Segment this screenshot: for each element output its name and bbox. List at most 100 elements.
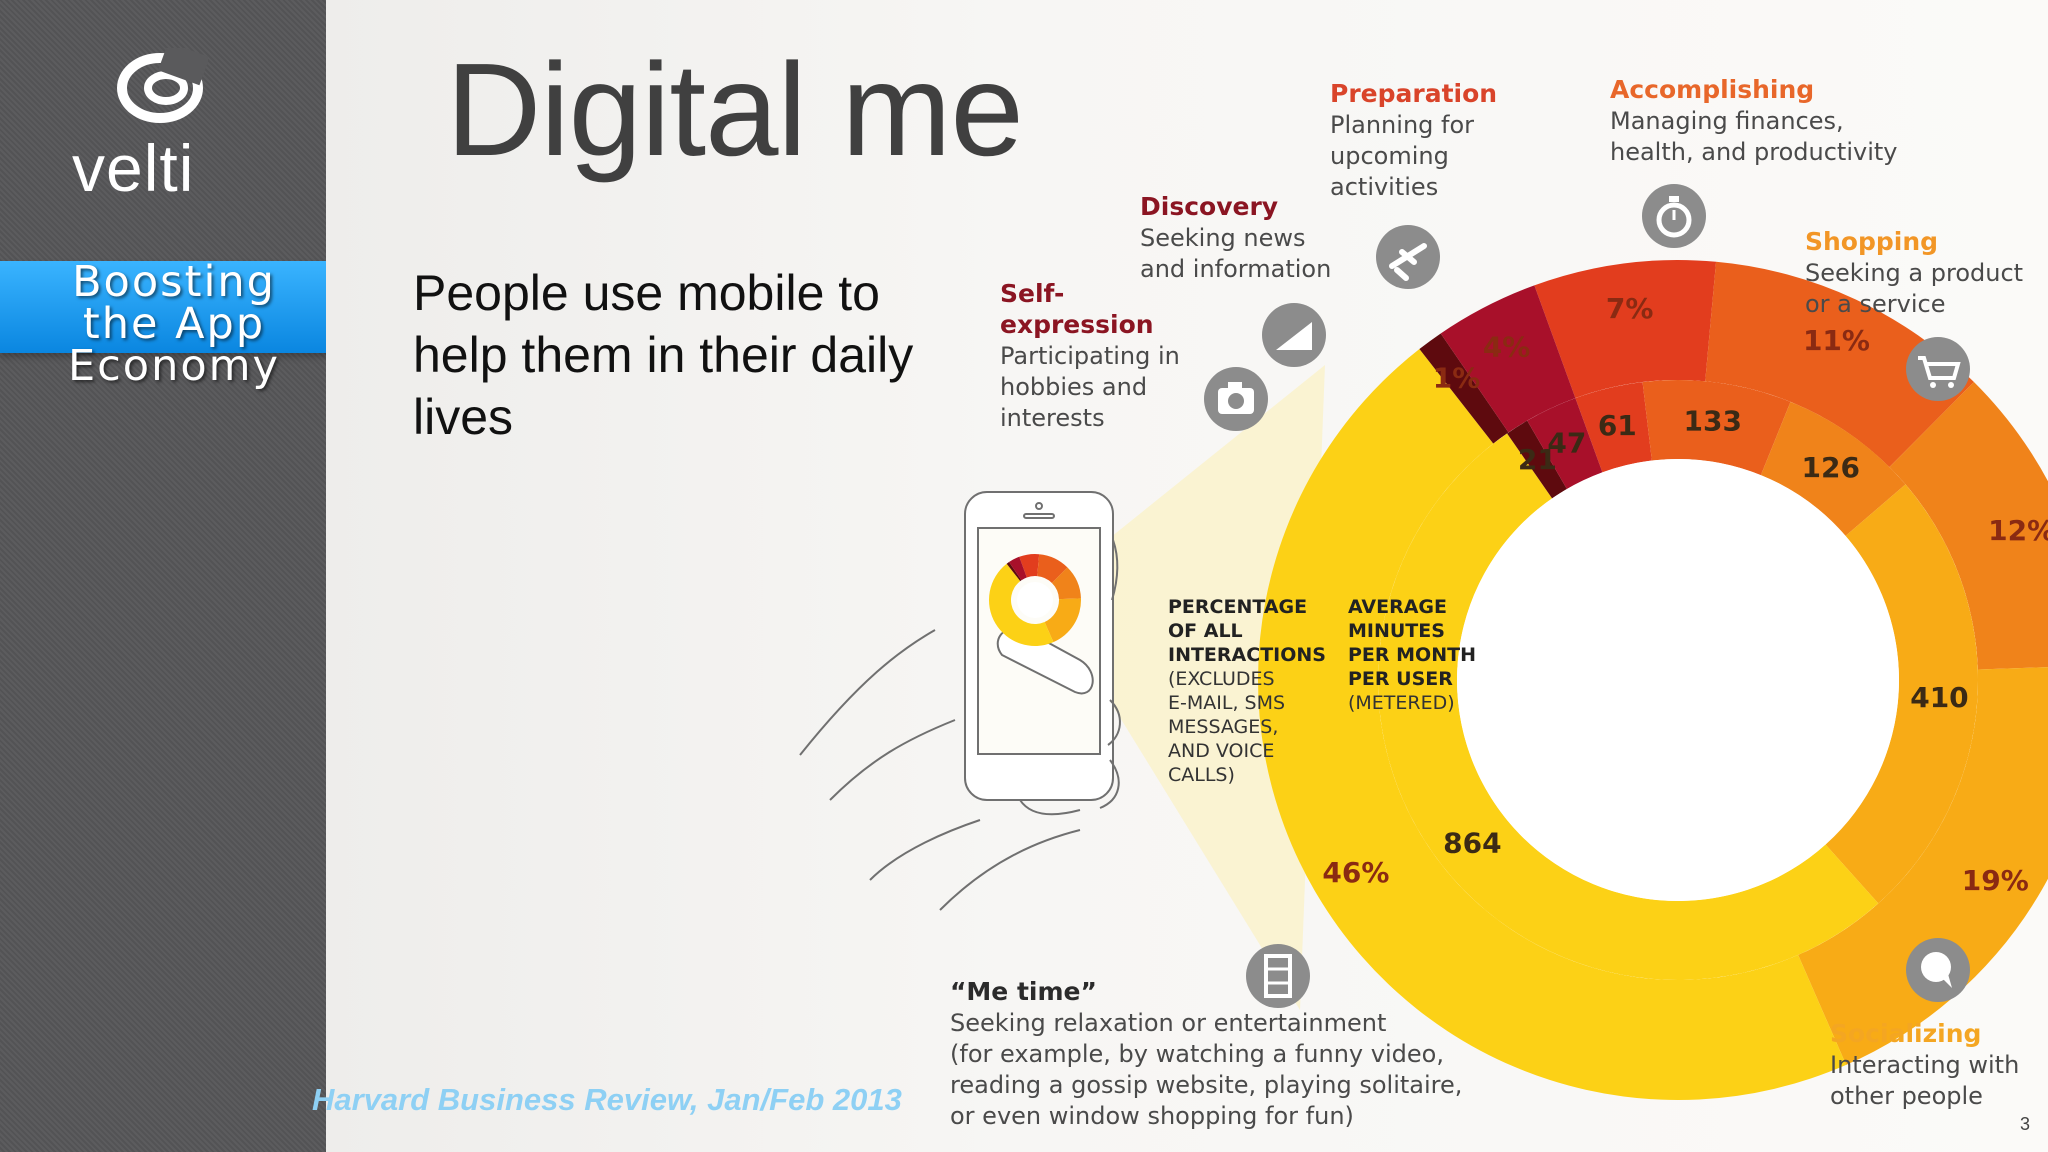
velti-logo-icon [117,48,208,123]
minutes-segment-2 [1760,401,1906,536]
phone-donut-segment-4 [989,563,1054,646]
category-title-3: Socializing [1830,1019,1981,1048]
slide-subtitle: People use mobile to help them in their … [413,265,914,445]
category-desc-4-1: (for example, by watching a funny video, [950,1040,1444,1068]
category-desc-6-0: Seeking news [1140,224,1306,252]
stopwatch-icon [1642,184,1706,248]
legend-outer-line-6: AND VOICE [1168,740,1274,762]
minutes-label-6: 47 [1547,427,1586,460]
category-title-2: Shopping [1805,227,1938,256]
minutes-segment-1 [1642,380,1791,476]
outer-ring [1258,260,2048,1100]
speech-bubble-icon [1906,938,1970,1002]
category-desc-4-2: reading a gossip website, playing solita… [950,1071,1462,1099]
cart-icon [1906,337,1970,401]
percent-segment-2 [1889,381,2048,670]
phone-donut-segment-0 [1019,554,1040,578]
category-desc-0-0: Planning for [1330,111,1474,139]
legend-outer-line-2: INTERACTIONS [1168,644,1326,666]
outer-legend: PERCENTAGE OF ALL INTERACTIONS (EXCLUDES E-M… [1168,596,1326,786]
camera-icon [1204,367,1268,431]
category-desc-4-0: Seeking relaxation or entertainment [950,1009,1386,1037]
minutes-label-4: 864 [1443,826,1501,859]
slide-title: Digital me [446,36,1024,183]
category-title-5: Self-expression [1000,279,1154,339]
percent-segment-1 [1705,261,1974,468]
minutes-label-3: 410 [1910,681,1968,714]
phone-donut-segment-3 [1044,598,1081,643]
category-desc-3-1: other people [1830,1082,1983,1110]
percent-label-2: 12% [1988,514,2048,547]
phone-donut-hole [1017,582,1053,618]
minutes-label-1: 133 [1684,404,1742,437]
ribbon-line-2: the App [82,299,266,349]
phone-donut-segment-1 [1037,554,1068,583]
inner-legend: AVERAGE MINUTES PER MONTH PER USER (METERED) [1348,596,1476,714]
legend-outer-line-0: PERCENTAGE [1168,596,1307,618]
legend-inner-line-2: PER MONTH [1348,644,1476,666]
ribbon-line-1: Boosting [72,257,276,307]
category-desc-4-3: or even window shopping for fun) [950,1102,1354,1130]
percent-segment-5 [1419,333,1509,444]
category-desc-1-0: Managing finances, [1610,107,1844,135]
category-desc-0-2: activities [1330,173,1438,201]
category-desc-2-1: or a service [1805,290,1945,318]
minutes-segment-6 [1527,398,1603,489]
source-citation: Harvard Business Review, Jan/Feb 2013 [312,1082,902,1117]
category-labels: Preparation Planning for upcoming activitie… [950,75,2023,1130]
percent-label-6: 4% [1483,330,1531,363]
percent-segment-6 [1440,285,1576,433]
phone-donut-segment-2 [1051,567,1081,600]
category-title-4: “Me time” [950,977,1097,1006]
percent-segment-3 [1798,667,2048,1065]
category-desc-6-1: and information [1140,255,1331,283]
minutes-segment-5 [1507,420,1567,499]
legend-inner-line-0: AVERAGE [1348,596,1447,618]
legend-outer-line-5: MESSAGES, [1168,716,1278,738]
category-desc-2-0: Seeking a product [1805,259,2023,287]
donut-hole [1457,459,1899,901]
category-title-6: Discovery [1140,192,1278,221]
legend-inner-line-3: PER USER [1348,668,1453,690]
legend-outer-line-4: E-MAIL, SMS [1168,692,1285,714]
phone-illustration [799,491,1121,911]
category-title-0: Preparation [1330,79,1497,108]
category-title-1: Accomplishing [1610,75,1814,104]
percent-segment-4 [1258,349,1847,1100]
minutes-label-0: 61 [1598,409,1637,442]
minutes-label-2: 126 [1802,451,1860,484]
category-desc-3-0: Interacting with [1830,1051,2019,1079]
legend-outer-line-1: OF ALL [1168,620,1243,642]
minutes-segment-0 [1575,382,1652,473]
brand-name: velti [72,131,195,205]
percent-label-0: 7% [1606,292,1654,325]
film-icon [1246,944,1310,1008]
category-desc-5-0: Participating in [1000,342,1180,370]
section-ribbon: Boosting the App Economy [0,257,356,388]
ribbon-line-3: Economy [67,341,280,391]
phone-donut-segment-5 [1006,562,1022,582]
minutes-segment-4 [1378,433,1879,980]
sidebar: velti [0,0,326,1152]
category-desc-0-1: upcoming [1330,142,1449,170]
percent-label-1: 11% [1803,324,1870,357]
projection-cone [1045,365,1325,1010]
legend-outer-line-3: (EXCLUDES [1168,668,1275,690]
minutes-segment-3 [1825,484,1978,904]
phone-mini-donut [989,554,1081,646]
bar-chart-icon [1262,303,1326,367]
legend-inner-line-1: MINUTES [1348,620,1445,642]
category-desc-5-1: hobbies and [1000,373,1147,401]
category-desc-5-2: interests [1000,404,1105,432]
phone-donut-segment-6 [1009,556,1027,581]
legend-outer-line-7: CALLS) [1168,764,1235,786]
percent-segment-0 [1534,260,1717,399]
minutes-label-5: 21 [1518,443,1557,476]
percent-label-5: 1% [1433,361,1481,394]
percent-labels: 7% 11% 12% 19% 46% 1%4% [1322,292,2048,897]
page-number: 3 [2020,1114,2031,1134]
legend-inner-line-4: (METERED) [1348,692,1455,714]
